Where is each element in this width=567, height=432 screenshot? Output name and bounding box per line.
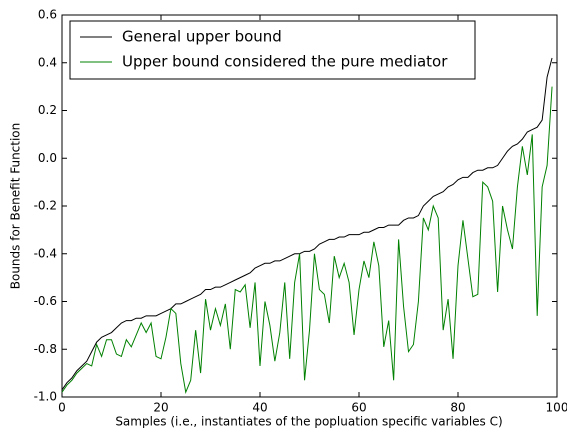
legend-label: Upper bound considered the pure mediator bbox=[122, 53, 448, 71]
y-tick-label: 0.4 bbox=[38, 55, 57, 69]
data-line bbox=[61, 86, 553, 395]
x-tick-label: 40 bbox=[252, 401, 267, 415]
x-tick-label: 100 bbox=[546, 401, 567, 415]
y-tick-label: -0.2 bbox=[34, 199, 57, 213]
y-tick-label: -0.4 bbox=[34, 246, 57, 260]
x-tick-label: 80 bbox=[450, 401, 465, 415]
x-tick-label: 0 bbox=[58, 401, 66, 415]
x-axis-label: Samples (i.e., instantiates of the poplu… bbox=[115, 415, 502, 429]
y-tick-label: -0.8 bbox=[34, 342, 57, 356]
y-tick-label: 0.6 bbox=[38, 8, 57, 22]
y-tick-label: -1.0 bbox=[34, 390, 57, 404]
y-axis-label: Bounds for Benefit Function bbox=[9, 123, 23, 290]
x-tick-label: 60 bbox=[351, 401, 366, 415]
legend-box bbox=[69, 20, 476, 80]
data-line bbox=[61, 57, 553, 391]
legend-label: General upper bound bbox=[122, 28, 282, 46]
y-tick-label: 0.0 bbox=[38, 151, 57, 165]
y-tick-label: 0.2 bbox=[38, 103, 57, 117]
x-tick-label: 20 bbox=[153, 401, 168, 415]
y-tick-label: -0.6 bbox=[34, 294, 57, 308]
